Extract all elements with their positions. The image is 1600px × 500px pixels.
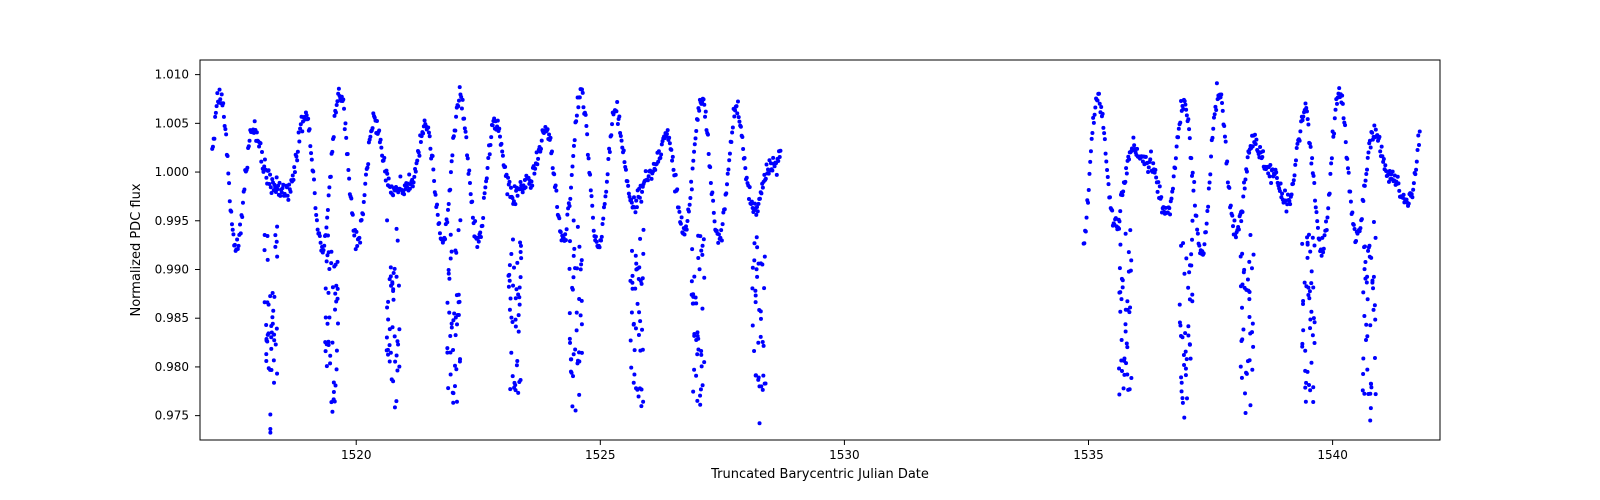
lightcurve-chart: 1520 1525 1530 1535 1540 0.975 0.980 0.985 0.990…: [0, 0, 1600, 500]
x-tick-label: 1535: [1073, 448, 1104, 462]
x-tick-label: 1520: [341, 448, 372, 462]
figure-container: 1520 1525 1530 1535 1540 0.975 0.980 0.985 0.990…: [0, 0, 1600, 500]
x-tick-label: 1540: [1317, 448, 1348, 462]
y-tick-label: 0.975: [155, 409, 189, 423]
y-tick-label: 0.995: [155, 214, 189, 228]
y-tick-label: 1.010: [155, 68, 189, 82]
x-tick-label: 1530: [829, 448, 860, 462]
y-tick-label: 0.980: [155, 360, 189, 374]
y-tick-label: 1.005: [155, 116, 189, 130]
x-axis-label: Truncated Barycentric Julian Date: [710, 467, 929, 482]
x-tick-label: 1525: [585, 448, 616, 462]
plot-bg: [200, 60, 1440, 440]
y-tick-label: 0.990: [155, 262, 189, 276]
y-tick-label: 1.000: [155, 165, 189, 179]
y-tick-label: 0.985: [155, 311, 189, 325]
y-axis-label: Normalized PDC flux: [129, 183, 144, 316]
